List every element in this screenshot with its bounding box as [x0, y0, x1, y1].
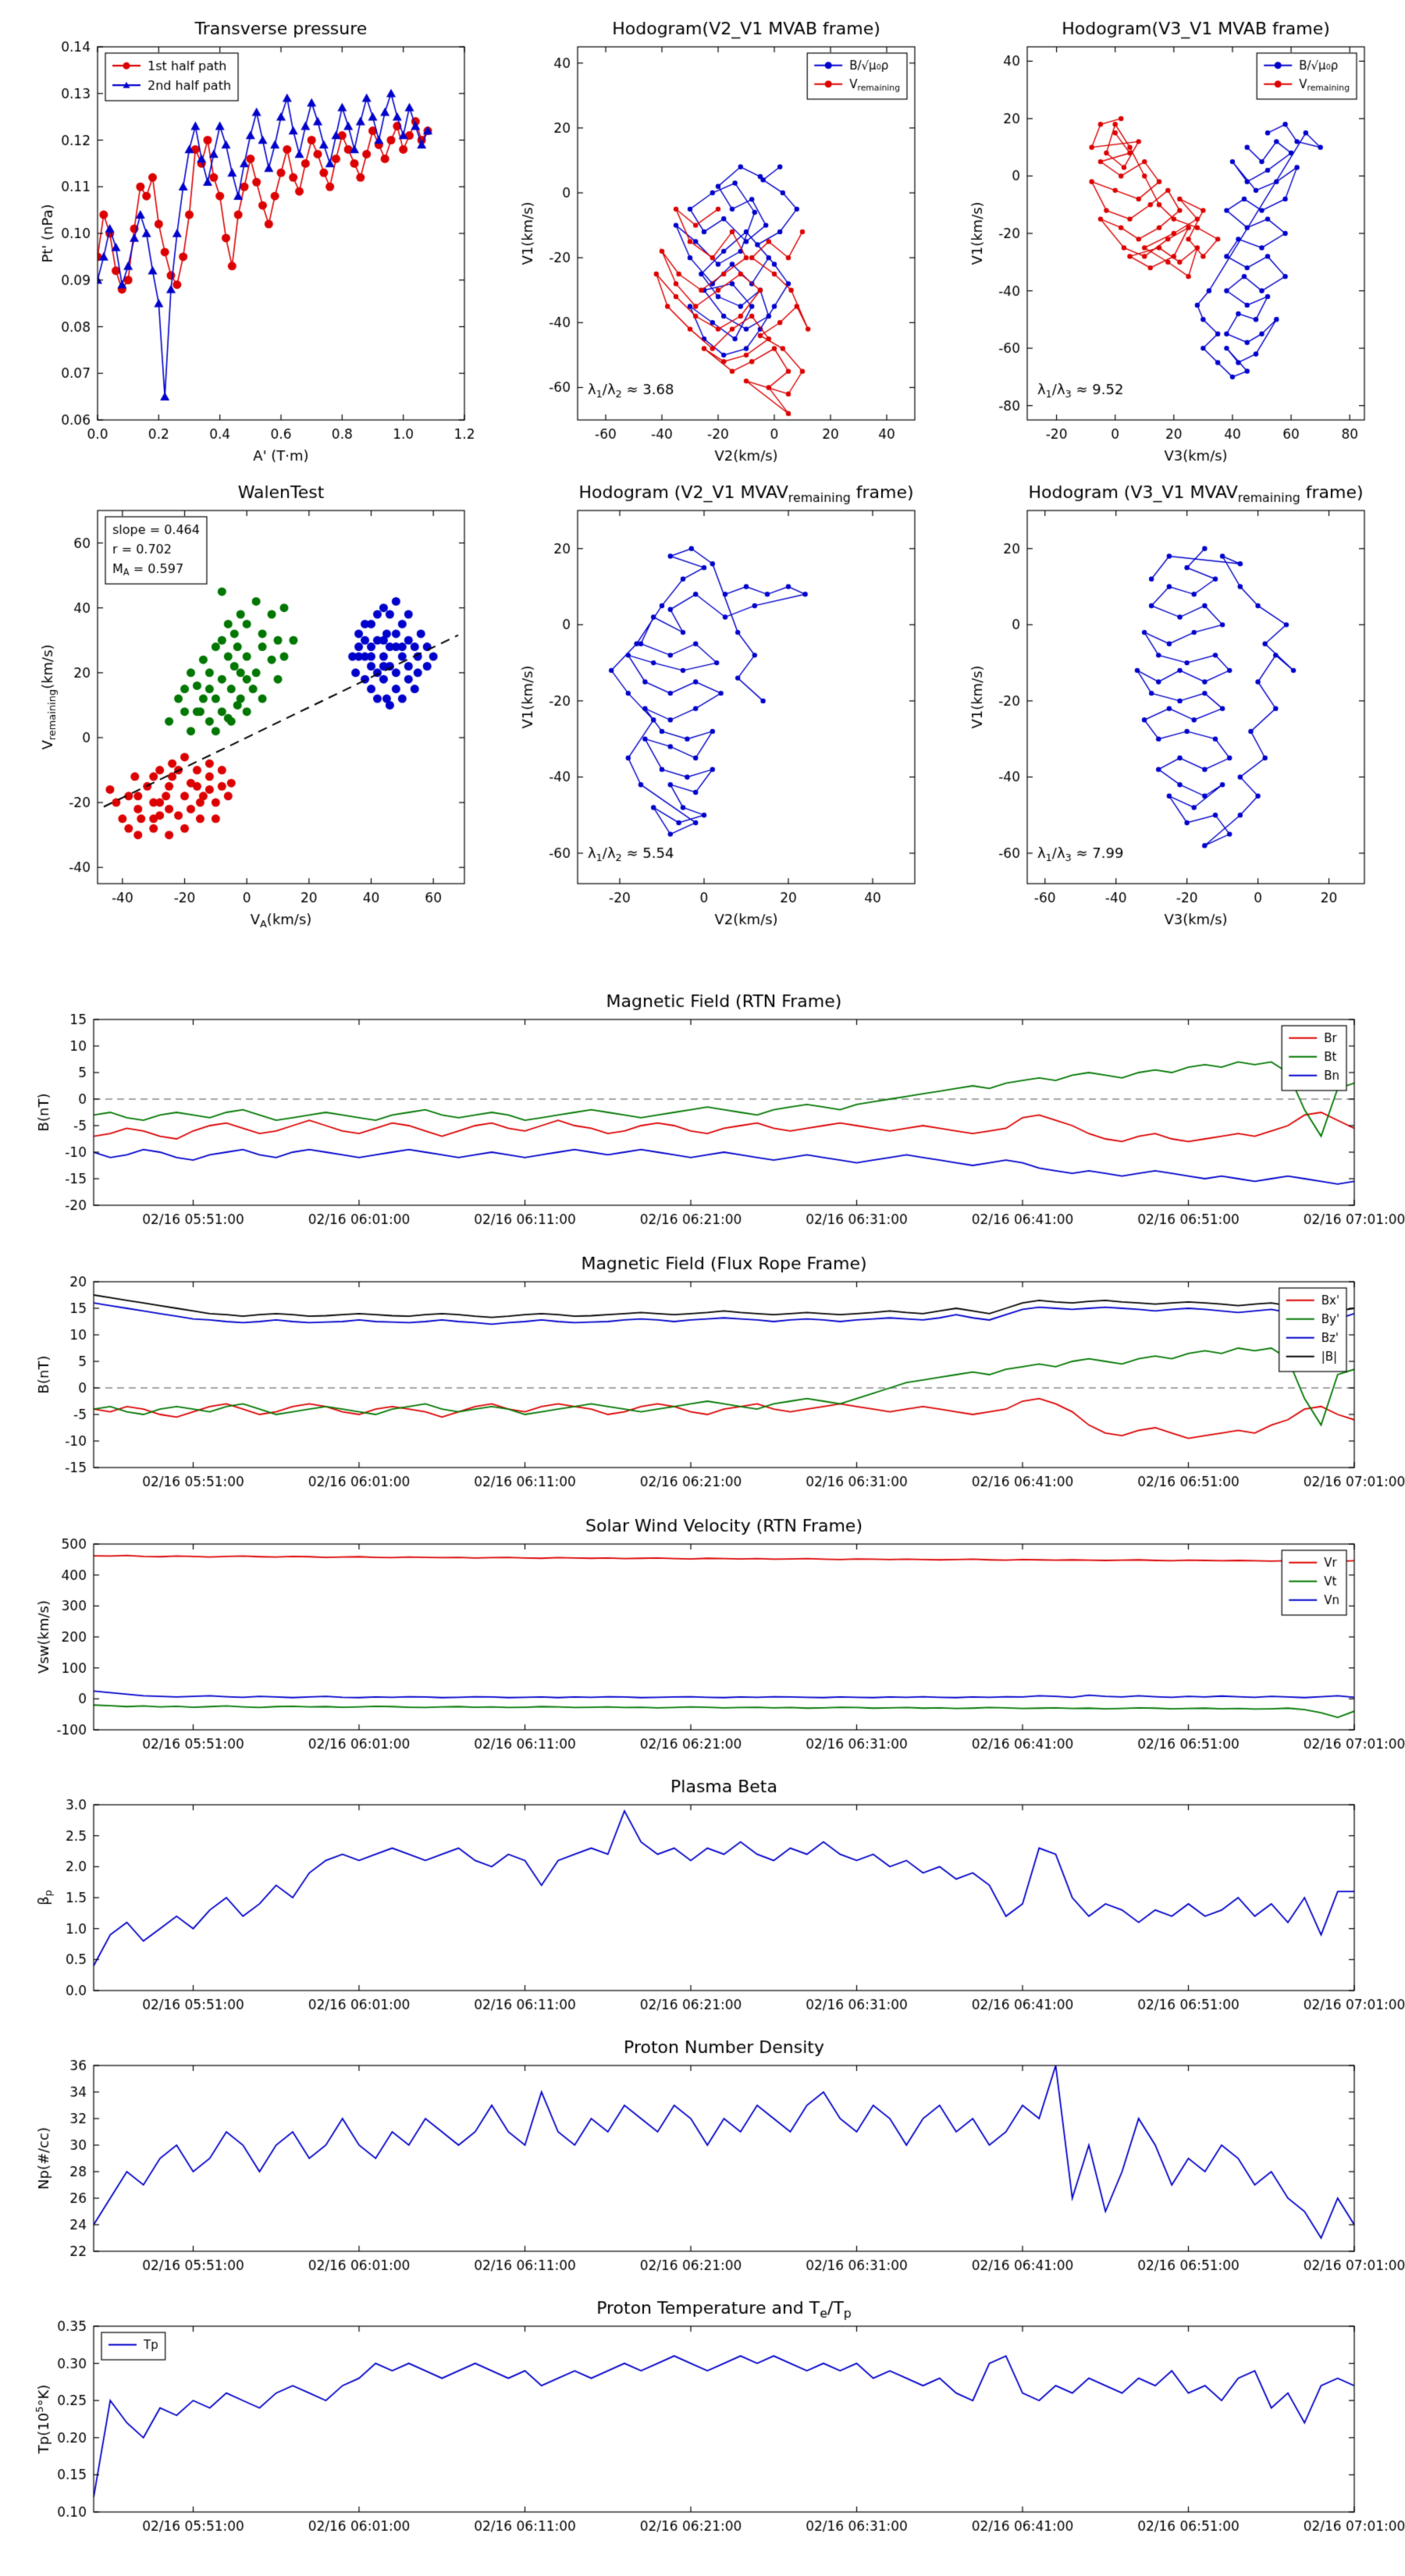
hodogram-v2v1-mvav-chart [496, 473, 943, 927]
hodogram-v3v1-mvab-chart [946, 9, 1399, 464]
magnetic-rtn-chart [20, 985, 1405, 1243]
walen-test-chart [20, 473, 488, 927]
transverse-pressure-chart [20, 9, 488, 464]
hodogram-v2v1-mvab-chart [496, 9, 943, 464]
solar-wind-velocity-chart [20, 1510, 1405, 1767]
plasma-beta-chart [20, 1770, 1405, 2028]
proton-density-chart [20, 2031, 1405, 2289]
hodogram-v3v1-mvav-chart [946, 473, 1399, 927]
magnetic-fluxrope-chart [20, 1247, 1405, 1505]
proton-temperature-chart [20, 2292, 1405, 2549]
